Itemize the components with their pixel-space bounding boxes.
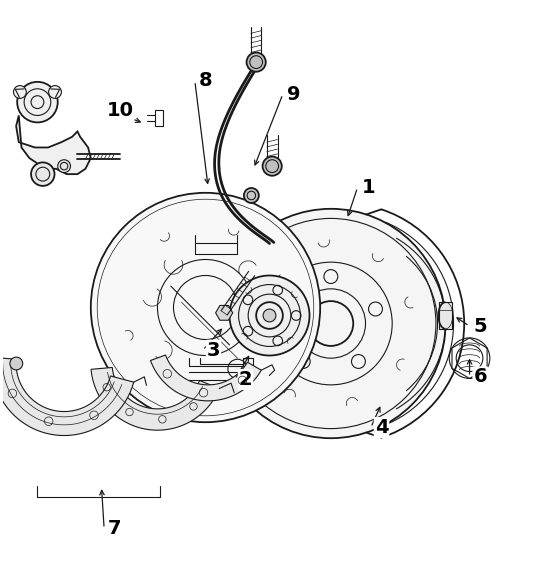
Circle shape: [17, 82, 58, 122]
Circle shape: [216, 209, 446, 438]
Text: 4: 4: [375, 418, 388, 437]
Circle shape: [13, 86, 26, 99]
Text: 2: 2: [239, 370, 252, 389]
Circle shape: [31, 163, 54, 186]
Text: 3: 3: [207, 340, 220, 360]
Polygon shape: [216, 305, 233, 320]
Circle shape: [262, 157, 282, 175]
Circle shape: [246, 52, 266, 72]
Circle shape: [244, 188, 259, 203]
Polygon shape: [0, 357, 134, 436]
Polygon shape: [91, 367, 219, 430]
FancyBboxPatch shape: [439, 302, 452, 329]
Text: 8: 8: [199, 71, 212, 90]
Circle shape: [49, 86, 61, 99]
Polygon shape: [150, 355, 261, 401]
Polygon shape: [16, 115, 91, 174]
Circle shape: [58, 160, 71, 173]
Text: 6: 6: [473, 367, 487, 387]
Text: 9: 9: [287, 85, 300, 104]
Circle shape: [10, 357, 23, 370]
Circle shape: [230, 276, 309, 356]
Text: 7: 7: [108, 519, 122, 538]
Text: 10: 10: [107, 101, 134, 120]
Text: 5: 5: [473, 317, 487, 336]
Circle shape: [263, 309, 276, 322]
Text: 1: 1: [361, 178, 375, 197]
Circle shape: [91, 193, 320, 422]
